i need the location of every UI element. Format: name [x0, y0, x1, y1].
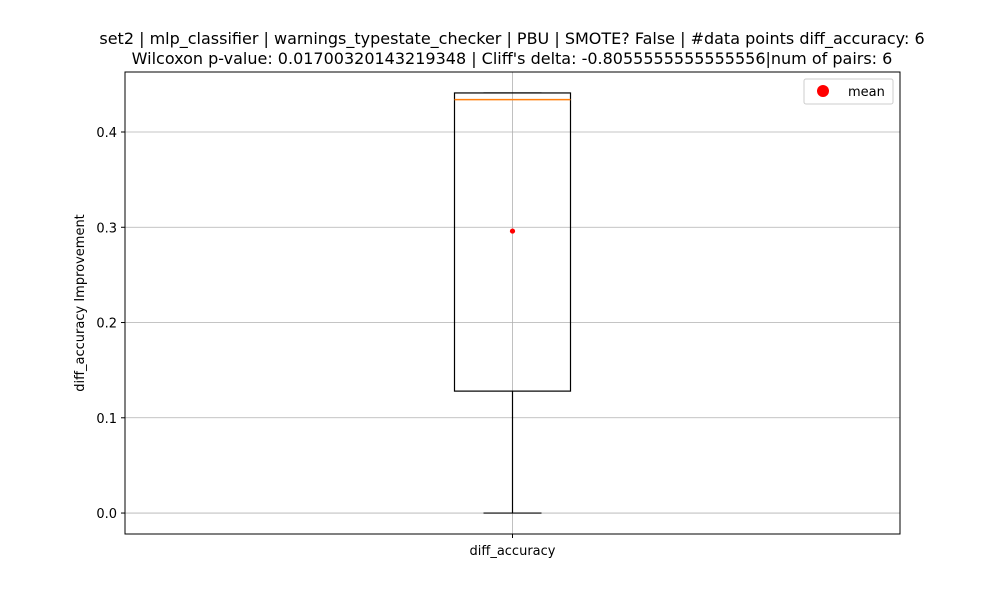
y-tick-label: 0.1 — [96, 412, 117, 427]
legend-mean-marker — [817, 85, 829, 97]
title-line-1: set2 | mlp_classifier | warnings_typesta… — [99, 29, 924, 49]
x-tick-label: diff_accuracy — [470, 544, 556, 559]
grid-lines — [125, 72, 900, 534]
y-axis-ticks: 0.0 0.1 0.2 0.3 0.4 — [96, 126, 125, 522]
y-tick-label: 0.4 — [96, 126, 117, 141]
title-line-2: Wilcoxon p-value: 0.01700320143219348 | … — [132, 49, 893, 68]
legend: mean — [803, 78, 894, 105]
y-tick-label: 0.0 — [96, 507, 117, 522]
box-plot — [453, 92, 572, 514]
legend-frame — [803, 78, 894, 105]
box-iqr — [453, 92, 572, 392]
y-tick-label: 0.3 — [96, 221, 117, 236]
legend-label-mean: mean — [848, 85, 885, 100]
y-tick-label: 0.2 — [96, 317, 117, 332]
chart-title: set2 | mlp_classifier | warnings_typesta… — [99, 29, 924, 68]
x-axis-ticks: diff_accuracy — [470, 534, 556, 559]
y-axis-label: diff_accuracy Improvement — [73, 214, 88, 392]
mean-point — [509, 228, 516, 234]
